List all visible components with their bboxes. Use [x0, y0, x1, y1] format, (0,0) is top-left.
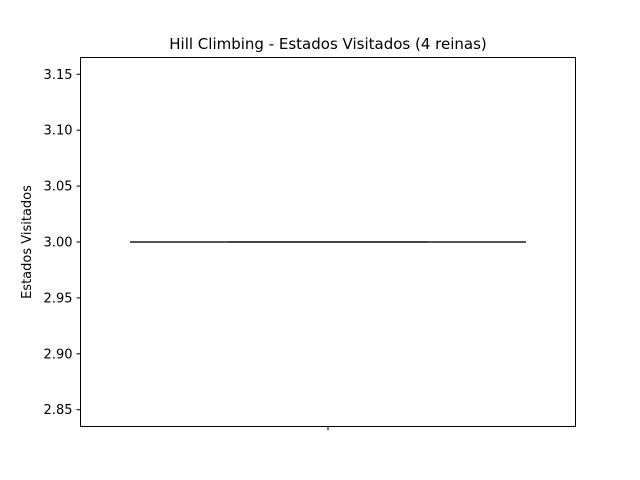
y-axis: 2.85 2.90 2.95 3.00 3.05 3.10 3.15 [44, 68, 81, 418]
y-tick-label: 2.95 [44, 291, 73, 306]
chart-title: Hill Climbing - Estados Visitados (4 rei… [169, 35, 486, 53]
y-tick-label: 3.00 [44, 236, 73, 251]
y-tick-label: 2.90 [44, 347, 73, 362]
y-tick-label: 3.05 [44, 180, 73, 195]
y-tick-label: 3.15 [44, 68, 73, 83]
y-tick-label: 2.85 [44, 403, 73, 418]
y-tick-label: 3.10 [44, 124, 73, 139]
y-axis-label: Estados Visitados [20, 185, 35, 299]
